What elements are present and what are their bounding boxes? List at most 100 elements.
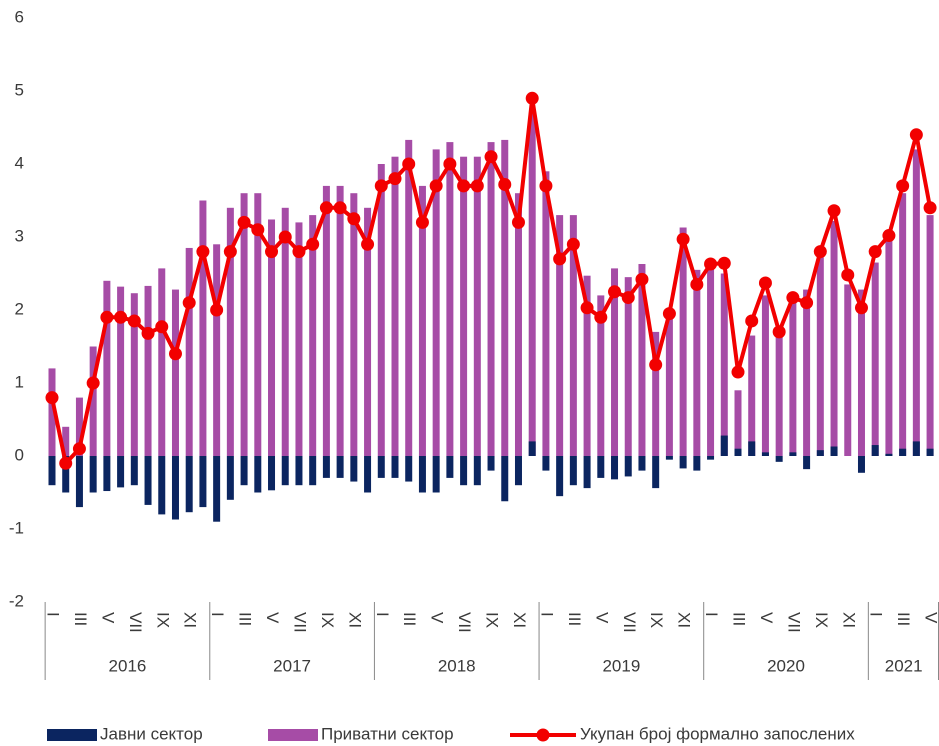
- point: [608, 285, 622, 299]
- bar: [377, 164, 385, 456]
- x-tick-label: I: [373, 612, 392, 617]
- bar: [720, 273, 728, 456]
- point: [457, 179, 471, 193]
- legend-label: Приватни сектор: [321, 724, 454, 743]
- x-tick-label: IX: [483, 612, 502, 628]
- point: [72, 442, 86, 456]
- bar: [583, 456, 591, 489]
- point: [333, 201, 347, 215]
- bar: [75, 456, 83, 508]
- point: [745, 314, 759, 328]
- point: [841, 268, 855, 282]
- point: [511, 215, 525, 229]
- bar: [103, 280, 111, 456]
- bar: [624, 456, 632, 477]
- point: [306, 237, 320, 251]
- point: [580, 301, 594, 315]
- bar: [487, 456, 495, 471]
- x-tick-label: III: [565, 612, 584, 626]
- x-tick-label: XI: [345, 612, 364, 628]
- x-tick-label: V: [428, 612, 447, 624]
- bar: [213, 244, 221, 456]
- bar: [803, 456, 811, 470]
- bar: [473, 156, 481, 456]
- bar: [611, 268, 619, 456]
- bar: [569, 215, 577, 456]
- point: [594, 310, 608, 324]
- legend-swatch: [536, 728, 550, 742]
- bar: [844, 284, 852, 456]
- bar: [213, 456, 221, 522]
- bar: [171, 289, 179, 456]
- point: [114, 310, 128, 324]
- bar: [542, 456, 550, 471]
- bar: [158, 456, 166, 515]
- x-tick-label: VII: [784, 612, 803, 633]
- point: [347, 212, 361, 226]
- point: [265, 245, 279, 259]
- point: [223, 245, 237, 259]
- bar: [789, 301, 797, 456]
- point: [786, 291, 800, 305]
- point: [100, 310, 114, 324]
- bar: [652, 331, 660, 456]
- point: [196, 245, 210, 259]
- bar: [418, 456, 426, 493]
- group-label: 2016: [109, 656, 147, 675]
- bar: [597, 295, 605, 456]
- point: [155, 320, 169, 334]
- point: [882, 229, 896, 243]
- bar: [707, 456, 715, 460]
- y-tick-label: -2: [9, 591, 24, 610]
- bar: [144, 285, 152, 456]
- bar: [130, 456, 138, 486]
- bar: [62, 456, 70, 493]
- point: [292, 245, 306, 259]
- bar: [473, 456, 481, 486]
- bar: [185, 456, 193, 513]
- bar: [611, 456, 619, 480]
- point: [237, 215, 251, 229]
- bar: [254, 456, 262, 493]
- legend-label: Јавни сектор: [100, 724, 203, 743]
- legend-label: Укупан број формално запослених: [580, 724, 855, 743]
- x-tick-label: III: [236, 612, 255, 626]
- y-tick-label: 5: [15, 80, 24, 99]
- point: [168, 347, 182, 361]
- bar: [912, 441, 920, 456]
- y-tick-label: 0: [15, 445, 24, 464]
- bar: [240, 456, 248, 486]
- x-tick-label: VII: [620, 612, 639, 633]
- bar: [487, 142, 495, 456]
- bar: [597, 456, 605, 478]
- point: [731, 365, 745, 379]
- bar: [693, 269, 701, 456]
- bar: [871, 445, 879, 456]
- x-tick-label: V: [592, 612, 611, 624]
- point: [415, 215, 429, 229]
- point: [772, 325, 786, 339]
- bar: [281, 456, 289, 486]
- x-tick-label: XI: [839, 612, 858, 628]
- group-label: 2019: [602, 656, 640, 675]
- x-tick-label: III: [894, 612, 913, 626]
- bar: [926, 215, 934, 456]
- bar: [309, 456, 317, 486]
- bar: [885, 453, 893, 456]
- bar: [789, 452, 797, 456]
- bar: [226, 456, 234, 500]
- bar: [89, 456, 97, 493]
- bar: [899, 193, 907, 456]
- bar: [185, 247, 193, 456]
- bar: [665, 456, 673, 460]
- point: [854, 301, 868, 315]
- point: [361, 237, 375, 251]
- bar: [734, 448, 742, 456]
- y-tick-label: 2: [15, 299, 24, 318]
- bar: [309, 215, 317, 456]
- x-tick-label: V: [922, 612, 939, 624]
- bar: [405, 456, 413, 482]
- point: [319, 201, 333, 215]
- bar: [240, 193, 248, 456]
- point: [278, 230, 292, 244]
